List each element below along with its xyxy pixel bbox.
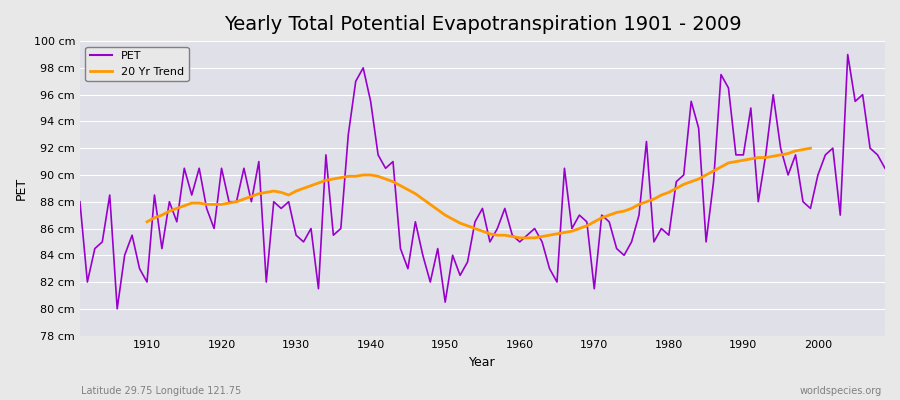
Text: Latitude 29.75 Longitude 121.75: Latitude 29.75 Longitude 121.75	[81, 386, 241, 396]
Y-axis label: PET: PET	[15, 177, 28, 200]
Text: worldspecies.org: worldspecies.org	[800, 386, 882, 396]
Legend: PET, 20 Yr Trend: PET, 20 Yr Trend	[86, 47, 189, 81]
Title: Yearly Total Potential Evapotranspiration 1901 - 2009: Yearly Total Potential Evapotranspiratio…	[223, 15, 742, 34]
X-axis label: Year: Year	[469, 356, 496, 369]
